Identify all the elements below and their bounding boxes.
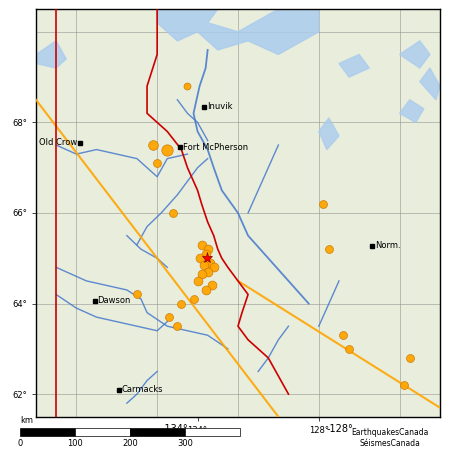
Point (208, 282, 216, 289)
Text: km: km (20, 416, 33, 425)
Text: 100: 100 (67, 439, 83, 447)
Text: 300: 300 (177, 439, 193, 447)
Point (204, 268, 211, 276)
Point (133, 291, 141, 298)
Point (204, 245, 211, 253)
Point (190, 295, 197, 303)
Text: Dawson: Dawson (97, 296, 131, 305)
Point (206, 259, 213, 267)
Text: -128°: -128° (326, 424, 353, 434)
Point (184, 82, 191, 90)
Point (164, 146, 171, 153)
Text: 200: 200 (122, 439, 138, 447)
Point (198, 271, 205, 278)
Text: Inuvik: Inuvik (207, 102, 232, 111)
Point (200, 262, 207, 269)
Point (194, 277, 201, 284)
Text: Fort McPherson: Fort McPherson (184, 143, 249, 152)
Text: Norm.: Norm. (375, 241, 401, 250)
Polygon shape (157, 9, 319, 55)
Point (174, 322, 181, 330)
Point (166, 313, 173, 321)
Bar (20, 428, 75, 436)
Polygon shape (339, 55, 370, 77)
Point (326, 245, 333, 253)
Bar (130, 428, 185, 436)
Point (154, 159, 161, 167)
Text: Carmacks: Carmacks (122, 385, 163, 394)
Point (319, 200, 326, 207)
Point (170, 209, 177, 217)
Polygon shape (420, 68, 440, 100)
Bar (185, 428, 240, 436)
Point (198, 241, 205, 248)
Point (178, 300, 185, 307)
Point (202, 286, 209, 294)
Text: 0: 0 (18, 439, 22, 447)
Point (150, 142, 157, 149)
Text: -134°: -134° (162, 424, 188, 434)
Point (196, 255, 203, 262)
Polygon shape (36, 41, 66, 68)
Point (210, 264, 217, 271)
Polygon shape (319, 118, 339, 150)
Text: Old Crow: Old Crow (39, 138, 77, 147)
Point (406, 354, 414, 361)
Polygon shape (400, 41, 430, 68)
Text: EarthquakesCanada: EarthquakesCanada (351, 428, 429, 436)
Bar (75, 428, 130, 436)
Point (339, 332, 347, 339)
Point (202, 250, 209, 257)
Point (346, 345, 353, 353)
Point (400, 382, 407, 389)
Polygon shape (400, 100, 424, 122)
Text: SéismesCanada: SéismesCanada (360, 439, 420, 448)
